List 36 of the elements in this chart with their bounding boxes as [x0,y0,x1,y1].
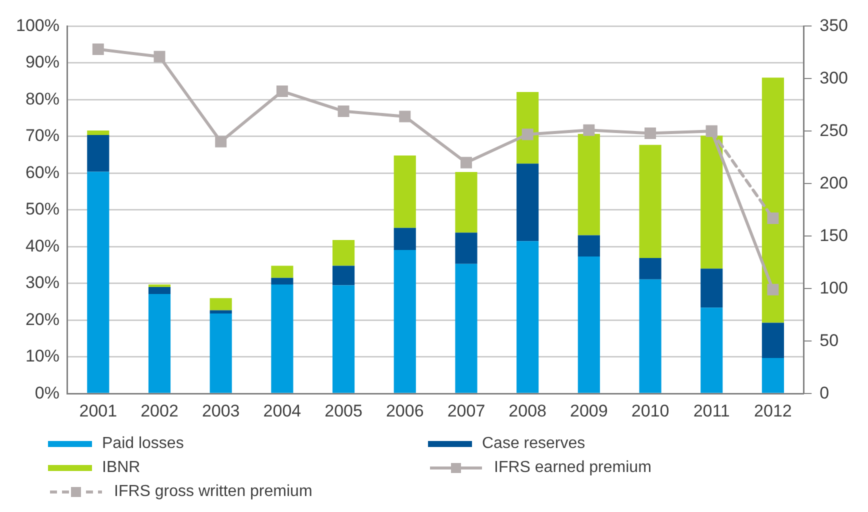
x-tick-label: 2007 [447,401,486,420]
x-tick-label: 2005 [324,401,362,420]
y-tick-label: 50% [25,200,60,219]
y2-tick-label: 100 [820,278,848,298]
legend-label: IFRS earned premium [494,459,652,477]
x-tick-label: 2012 [754,401,792,420]
x-tick-label: 2009 [570,401,608,420]
y2-tick-label: 300 [820,68,848,88]
legend-label: Case reserves [482,435,586,453]
x-tick-label: 2006 [386,401,424,420]
y-tick-label: 30% [25,273,60,292]
y-tick-label: 0% [34,383,60,402]
y2-tick-label: 200 [820,173,848,192]
x-tick-label: 2010 [631,401,670,420]
y-tick-label: 100% [16,16,60,35]
y-tick-label: 10% [25,346,60,366]
legend-label: Paid losses [102,435,184,453]
x-tick-label: 2008 [508,401,546,420]
legend-label: IBNR [102,459,140,477]
y-tick-label: 60% [25,162,60,182]
y2-tick-label: 250 [820,120,848,140]
x-tick-label: 2004 [263,401,302,420]
x-tick-label: 2011 [693,401,730,420]
y-tick-label: 80% [25,89,60,108]
y-tick-label: 20% [25,310,60,329]
y2-tick-label: 50 [820,330,839,350]
y2-tick-label: 150 [820,226,848,245]
x-tick-label: 2003 [202,401,240,420]
y2-tick-label: 0 [820,383,830,402]
legend-label: IFRS gross written premium [114,483,312,501]
y-tick-label: 90% [25,52,60,72]
x-tick-label: 2002 [140,401,178,420]
y-tick-label: 40% [25,236,60,256]
x-tick-label: 2001 [79,401,118,420]
y-tick-label: 70% [25,126,60,146]
y2-tick-label: 350 [820,16,848,35]
